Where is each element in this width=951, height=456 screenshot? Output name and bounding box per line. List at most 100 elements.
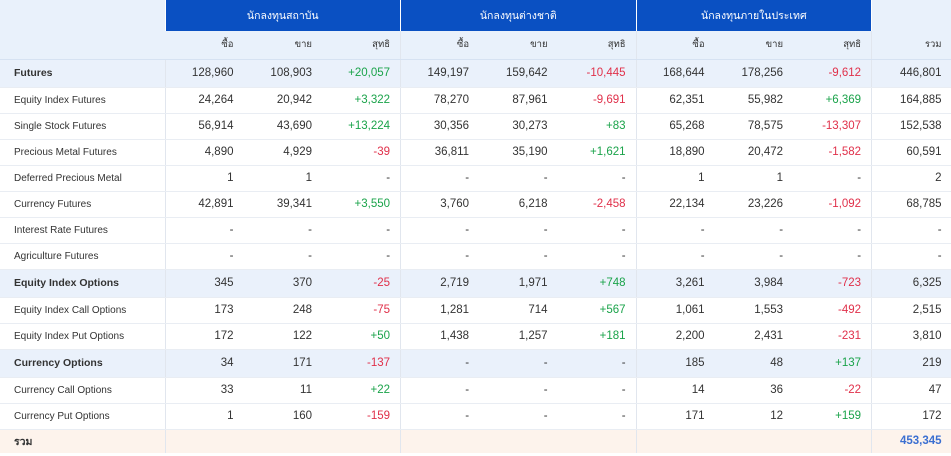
buy-cell: 2,719 [400, 269, 480, 298]
sub-header-blank [0, 31, 165, 60]
buy-cell: 168,644 [636, 59, 715, 88]
total-cell: - [871, 217, 951, 244]
sell-cell: 108,903 [243, 59, 322, 88]
sell-cell: - [714, 217, 794, 244]
net-cell: -1,582 [793, 139, 873, 166]
sub-header-net: สุทธิ [322, 31, 402, 60]
net-cell: -137 [322, 349, 402, 378]
sub-header-buy: ซื้อ [400, 31, 480, 60]
row-label: Futures [0, 59, 166, 88]
category-row: Currency Options 34 171 -137- - -185 48 +137 219 [0, 349, 951, 378]
buy-cell: 56,914 [165, 113, 244, 140]
table-row: Precious Metal Futures 4,890 4,929 -39 36,81… [0, 139, 951, 166]
sell-cell: 1 [714, 165, 794, 192]
buy-cell: 3,261 [636, 269, 715, 298]
sell-cell: 1,553 [714, 297, 794, 324]
sell-cell: 171 [243, 349, 322, 378]
sub-header-buy: ซื้อ [636, 31, 715, 60]
sell-cell: 160 [243, 403, 322, 430]
sell-cell: 370 [243, 269, 322, 298]
group-local: นักลงทุนภายในประเทศ [635, 0, 872, 31]
buy-cell: 4,890 [165, 139, 244, 166]
net-cell: +181 [557, 323, 637, 350]
sell-cell: 1,971 [479, 269, 558, 298]
total-cell: 60,591 [871, 139, 951, 166]
buy-cell: - [400, 243, 480, 270]
net-cell: - [793, 217, 873, 244]
buy-cell: 1,061 [636, 297, 715, 324]
total-cell: 152,538 [871, 113, 951, 140]
net-cell: -723 [793, 269, 873, 298]
header-blank [0, 0, 165, 31]
sub-header-buy: ซื้อ [165, 31, 244, 60]
net-cell: +83 [557, 113, 637, 140]
sub-header-net: สุทธิ [557, 31, 637, 60]
buy-cell: 36,811 [400, 139, 480, 166]
buy-cell: 18,890 [636, 139, 715, 166]
net-cell: - [557, 377, 637, 404]
group-foreign: นักลงทุนต่างชาติ [400, 0, 637, 31]
buy-cell: 42,891 [165, 191, 244, 218]
net-cell: - [557, 165, 637, 192]
net-cell: -75 [322, 297, 402, 324]
sell-cell: 4,929 [243, 139, 322, 166]
sub-header-net: สุทธิ [793, 31, 873, 60]
sell-cell: 1 [243, 165, 322, 192]
buy-cell: 149,197 [400, 59, 480, 88]
buy-cell: - [400, 403, 480, 430]
buy-cell: 14 [636, 377, 715, 404]
sell-cell: 122 [243, 323, 322, 350]
net-cell: -231 [793, 323, 873, 350]
total-cell: 6,325 [871, 269, 951, 298]
buy-cell: - [400, 165, 480, 192]
net-cell: - [322, 217, 402, 244]
row-label: Interest Rate Futures [0, 217, 166, 244]
total-row: รวม 453,345 [0, 429, 951, 453]
net-cell: -9,612 [793, 59, 873, 88]
row-label: Equity Index Futures [0, 87, 166, 114]
net-cell: - [793, 243, 873, 270]
net-cell: +159 [793, 403, 873, 430]
total-cell: 3,810 [871, 323, 951, 350]
sell-cell: - [243, 243, 322, 270]
sell-cell: 248 [243, 297, 322, 324]
sell-cell: - [243, 217, 322, 244]
sub-header-sell: ขาย [243, 31, 322, 60]
net-cell: -22 [793, 377, 873, 404]
buy-cell: 62,351 [636, 87, 715, 114]
total-cell: 68,785 [871, 191, 951, 218]
row-label: Currency Options [0, 349, 166, 378]
row-label: Single Stock Futures [0, 113, 166, 140]
net-cell: - [322, 165, 402, 192]
table-row: Single Stock Futures 56,914 43,690 +13,224 3… [0, 113, 951, 140]
sell-cell: 1,257 [479, 323, 558, 350]
sell-cell: 43,690 [243, 113, 322, 140]
buy-cell: - [400, 349, 480, 378]
net-cell: +567 [557, 297, 637, 324]
net-cell: +137 [793, 349, 873, 378]
net-cell: +3,550 [322, 191, 402, 218]
buy-cell: 172 [165, 323, 244, 350]
sell-cell: 87,961 [479, 87, 558, 114]
sell-cell: 2,431 [714, 323, 794, 350]
row-label: Precious Metal Futures [0, 139, 166, 166]
sell-cell: 20,472 [714, 139, 794, 166]
group-header-row: นักลงทุนสถาบัน นักลงทุนต่างชาติ นักลงทุน… [0, 0, 951, 31]
buy-cell: - [165, 217, 244, 244]
sell-cell: - [479, 243, 558, 270]
net-cell: +50 [322, 323, 402, 350]
row-label: Equity Index Call Options [0, 297, 166, 324]
sell-cell: - [714, 243, 794, 270]
table-row: Currency Call Options 33 11 +22- - -14 36 -22 47 [0, 377, 951, 404]
sell-cell: 35,190 [479, 139, 558, 166]
buy-cell: 22,134 [636, 191, 715, 218]
net-cell: +13,224 [322, 113, 402, 140]
net-cell: -39 [322, 139, 402, 166]
sell-cell: 36 [714, 377, 794, 404]
sell-cell: 11 [243, 377, 322, 404]
net-cell: - [557, 217, 637, 244]
total-cell: 164,885 [871, 87, 951, 114]
buy-cell: 173 [165, 297, 244, 324]
net-cell: +748 [557, 269, 637, 298]
header-blank-total [871, 0, 951, 31]
